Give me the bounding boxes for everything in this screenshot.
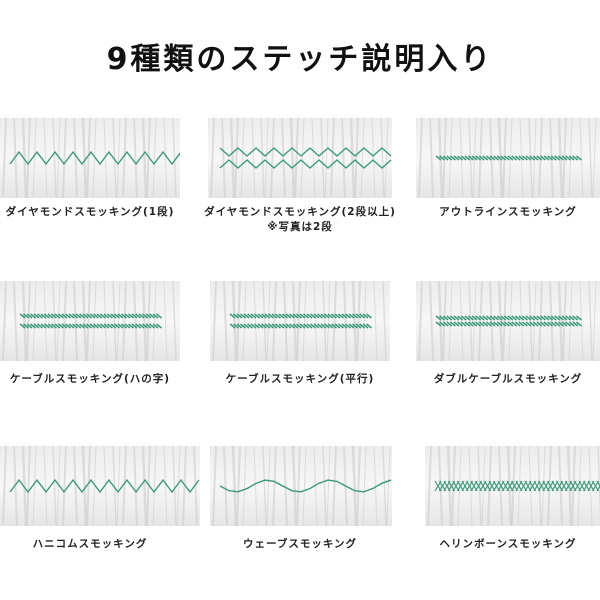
- stitch-photo: [416, 281, 600, 361]
- stitch-photo: [210, 446, 392, 526]
- stitch-name: ウェーブスモッキング: [242, 538, 358, 550]
- stitch-name: アウトラインスモッキング: [439, 206, 577, 218]
- stitch-photo: [0, 446, 200, 526]
- stitch-name: ダイヤモンドスモッキング(1段): [5, 206, 175, 218]
- stitch-photo: [425, 446, 600, 526]
- stitch-photo: [208, 118, 392, 198]
- stitch-name: ヘリンボーンスモッキング: [439, 538, 577, 550]
- stitch-label: ケーブルスモッキング(ハの字): [0, 372, 200, 387]
- stitch-photo: [0, 281, 180, 361]
- stitch-label: ハニコムスモッキング: [0, 537, 200, 552]
- stitch-label: ヘリンボーンスモッキング: [398, 537, 600, 552]
- stitch-photo: [0, 118, 180, 198]
- stitch-photo: [210, 281, 390, 361]
- stitch-photo: [416, 118, 600, 198]
- stitch-name: ハニコムスモッキング: [32, 538, 148, 550]
- page-title: 9種類のステッチ説明入り: [106, 42, 494, 77]
- stitch-label: アウトラインスモッキング: [398, 205, 600, 220]
- stitch-name: ケーブルスモッキング(ハの字): [9, 373, 171, 385]
- stitch-label: ダイヤモンドスモッキング(1段): [0, 205, 200, 220]
- stitch-label: ケーブルスモッキング(平行): [190, 372, 410, 387]
- stitch-label: ダイヤモンドスモッキング(2段以上) ※写真は2段: [190, 205, 410, 235]
- stitch-label: ウェーブスモッキング: [190, 537, 410, 552]
- stitch-label: ダブルケーブルスモッキング: [398, 372, 600, 387]
- stitch-note: ※写真は2段: [267, 221, 333, 233]
- stitch-name: ダブルケーブルスモッキング: [433, 373, 583, 385]
- stitch-name: ダイヤモンドスモッキング(2段以上): [204, 206, 396, 218]
- stitch-name: ケーブルスモッキング(平行): [225, 373, 375, 385]
